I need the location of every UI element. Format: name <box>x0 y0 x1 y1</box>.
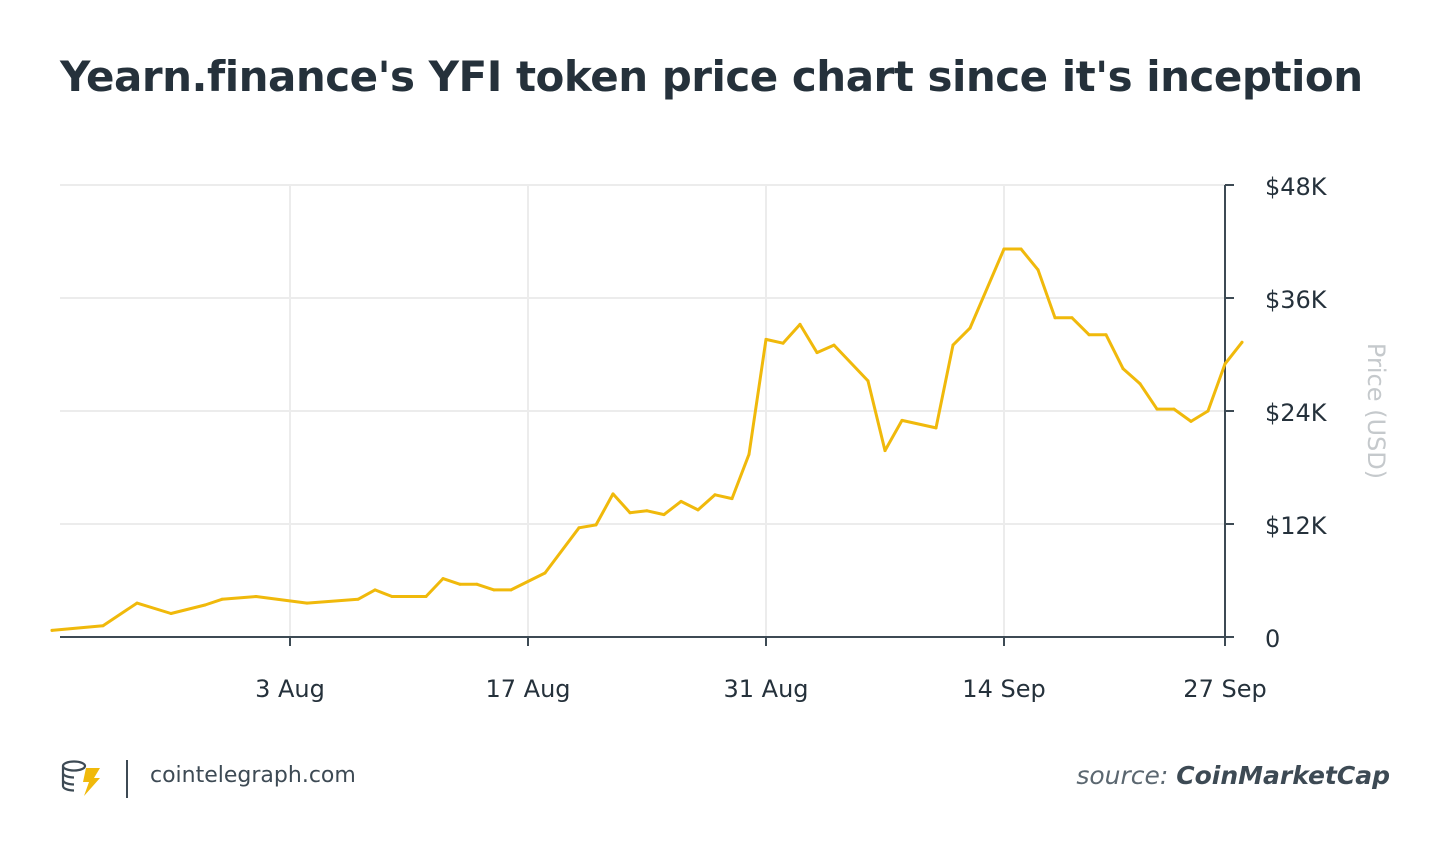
data-point <box>441 577 445 581</box>
data-point <box>781 341 785 345</box>
data-point <box>373 588 377 592</box>
data-point <box>492 588 496 592</box>
data-point <box>1138 382 1142 386</box>
data-point <box>934 426 938 430</box>
data-point <box>866 379 870 383</box>
data-point <box>475 582 479 586</box>
data-point <box>101 624 105 628</box>
x-tick-label: 31 Aug <box>723 675 808 703</box>
source-name: CoinMarketCap <box>1176 761 1390 790</box>
data-point <box>798 322 802 326</box>
data-point <box>543 571 547 575</box>
y-tick-label: $24K <box>1265 399 1328 427</box>
data-point <box>815 351 819 355</box>
data-point <box>832 343 836 347</box>
data-point <box>1087 333 1091 337</box>
data-point <box>577 526 581 530</box>
data-point <box>951 343 955 347</box>
footer-divider <box>126 760 128 798</box>
y-axis-title: Price (USD) <box>1362 343 1390 479</box>
y-tick-label: 0 <box>1265 625 1280 653</box>
data-point <box>594 523 598 527</box>
chart-title: Yearn.finance's YFI token price chart si… <box>60 52 1363 101</box>
data-point <box>968 326 972 330</box>
data-point <box>883 449 887 453</box>
data-point <box>1240 340 1244 344</box>
data-point <box>305 601 309 605</box>
data-point <box>169 612 173 615</box>
data-point <box>1002 247 1006 251</box>
data-point <box>356 597 360 601</box>
data-point <box>1036 268 1040 272</box>
data-point <box>611 492 615 496</box>
data-point <box>135 601 139 605</box>
grid-lines <box>60 184 1225 637</box>
data-point <box>645 509 649 513</box>
data-point <box>1070 316 1074 320</box>
data-point <box>764 337 768 341</box>
x-tick-label: 27 Sep <box>1183 675 1266 703</box>
x-tick-label: 14 Sep <box>962 675 1045 703</box>
data-point <box>1223 362 1227 366</box>
source-credit: source: CoinMarketCap <box>1076 761 1390 790</box>
data-point <box>390 595 394 598</box>
x-tick-label: 17 Aug <box>485 675 570 703</box>
y-tick-label: $48K <box>1265 173 1328 201</box>
data-point <box>1155 407 1159 411</box>
data-point <box>220 597 224 601</box>
axes <box>60 184 1234 646</box>
data-point <box>747 452 751 456</box>
source-label: source: <box>1076 761 1169 790</box>
brand-link[interactable]: cointelegraph.com <box>150 763 356 788</box>
x-tick-label: 3 Aug <box>255 675 325 703</box>
price-series-line <box>50 247 1244 632</box>
y-tick-label: $36K <box>1265 286 1328 314</box>
data-point <box>1172 407 1176 411</box>
data-point <box>713 493 717 497</box>
data-point <box>458 582 462 586</box>
data-point <box>900 418 904 422</box>
data-point <box>424 595 428 598</box>
data-point <box>1189 419 1193 423</box>
series-layer <box>50 247 1244 632</box>
data-point <box>254 595 258 598</box>
data-point <box>1053 316 1057 320</box>
cointelegraph-logo-icon <box>61 760 100 796</box>
data-point <box>1206 409 1210 413</box>
data-point <box>1019 247 1023 251</box>
data-point <box>203 603 207 607</box>
data-point <box>679 499 683 503</box>
tick-labels: 0 $12K $24K $36K $48K 3 Aug 17 Aug 31 Aug 14 Sep… <box>255 173 1390 703</box>
data-point <box>662 513 666 517</box>
data-point <box>1104 333 1108 337</box>
data-point <box>509 588 513 592</box>
data-point <box>1121 367 1125 371</box>
y-tick-label: $12K <box>1265 512 1328 540</box>
data-point <box>696 508 700 512</box>
data-point <box>628 511 632 515</box>
data-point <box>50 628 54 632</box>
data-point <box>730 497 734 501</box>
